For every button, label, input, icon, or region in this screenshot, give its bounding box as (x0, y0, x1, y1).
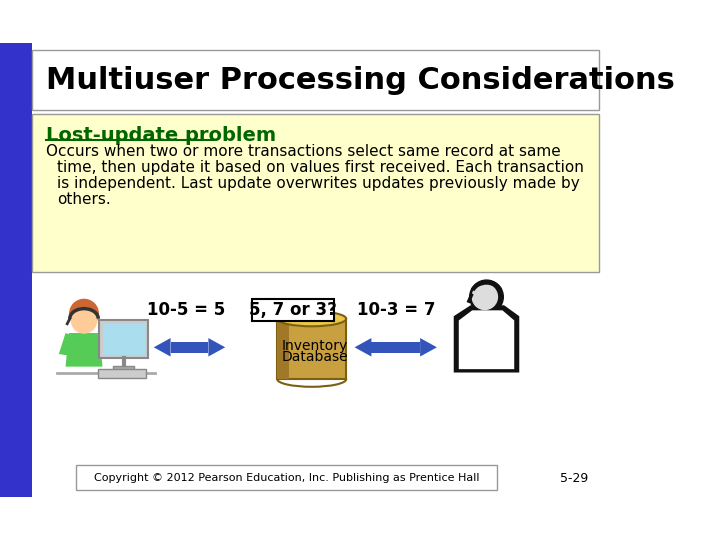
Circle shape (469, 280, 503, 314)
Text: Inventory: Inventory (282, 339, 348, 353)
Polygon shape (208, 338, 225, 356)
Polygon shape (59, 333, 72, 356)
Ellipse shape (277, 311, 346, 326)
Text: 10-5 = 5: 10-5 = 5 (148, 301, 225, 319)
Text: time, then update it based on values first received. Each transaction: time, then update it based on values fir… (57, 160, 584, 175)
Text: Database: Database (282, 350, 348, 365)
Polygon shape (171, 342, 208, 353)
Text: 5, 7 or 3?: 5, 7 or 3? (249, 301, 337, 319)
Text: Multiuser Processing Considerations: Multiuser Processing Considerations (46, 65, 675, 94)
Text: 10-3 = 7: 10-3 = 7 (357, 301, 436, 319)
Polygon shape (454, 305, 519, 373)
FancyBboxPatch shape (114, 366, 134, 371)
FancyBboxPatch shape (0, 43, 32, 497)
Text: Lost-update problem: Lost-update problem (46, 126, 276, 145)
FancyBboxPatch shape (99, 320, 148, 358)
Text: others.: others. (57, 192, 111, 207)
FancyBboxPatch shape (32, 114, 599, 272)
Polygon shape (459, 310, 514, 369)
Polygon shape (154, 338, 171, 356)
Circle shape (472, 284, 498, 309)
Text: is independent. Last update overwrites updates previously made by: is independent. Last update overwrites u… (57, 176, 580, 191)
Text: 5-29: 5-29 (560, 472, 588, 485)
FancyBboxPatch shape (252, 299, 334, 321)
Text: Occurs when two or more transactions select same record at same: Occurs when two or more transactions sel… (46, 144, 561, 159)
FancyBboxPatch shape (76, 465, 498, 490)
Polygon shape (354, 338, 372, 356)
FancyBboxPatch shape (277, 319, 289, 379)
Circle shape (70, 299, 99, 328)
FancyBboxPatch shape (32, 50, 599, 110)
FancyBboxPatch shape (102, 324, 145, 355)
Polygon shape (420, 338, 437, 356)
FancyBboxPatch shape (277, 319, 346, 379)
FancyBboxPatch shape (99, 369, 146, 379)
Circle shape (71, 308, 96, 333)
Polygon shape (92, 333, 106, 356)
Polygon shape (372, 342, 420, 353)
Polygon shape (66, 333, 102, 367)
Text: Copyright © 2012 Pearson Education, Inc. Publishing as Prentice Hall: Copyright © 2012 Pearson Education, Inc.… (94, 472, 480, 483)
